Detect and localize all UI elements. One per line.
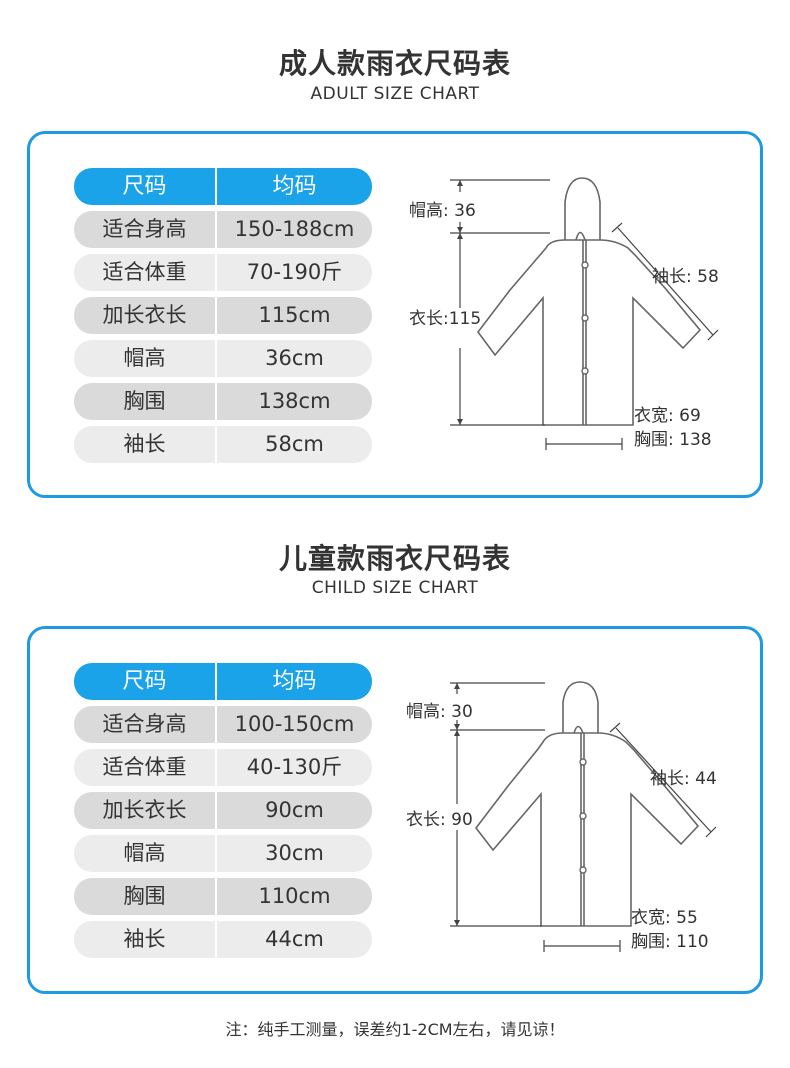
table-row: 加长衣长 90cm [74, 792, 372, 829]
chest-label: 胸围: 110 [631, 932, 709, 952]
table-header: 尺码 均码 [74, 663, 372, 700]
child-subtitle: CHILD SIZE CHART [311, 578, 479, 598]
coat-width-label: 衣宽: 55 [631, 908, 698, 928]
coat-body [474, 732, 700, 927]
row-value: 58cm [265, 432, 324, 456]
row-value: 150-188cm [234, 217, 355, 241]
measurement-note: 注：纯手工测量，误差约1-2CM左右，请见谅！ [225, 1020, 565, 1039]
table-row: 帽高 30cm [74, 835, 372, 872]
table-row: 胸围 110cm [74, 878, 372, 915]
header-size: 尺码 [122, 174, 167, 199]
header-value: 均码 [272, 669, 317, 694]
row-value: 30cm [265, 841, 324, 865]
table-row: 帽高 36cm [74, 340, 372, 377]
table-row: 适合体重 40-130斤 [74, 749, 372, 786]
row-label: 加长衣长 [102, 303, 187, 327]
row-label: 适合身高 [102, 217, 187, 241]
child-title: 儿童款雨衣尺码表 [278, 542, 511, 575]
sleeve-length-label: 袖长: 44 [650, 769, 717, 789]
coat-body [476, 239, 702, 426]
coat-length-label: 衣长:115 [409, 309, 482, 329]
row-label: 袖长 [123, 927, 166, 951]
table-row: 适合体重 70-190斤 [74, 254, 372, 291]
hood-height-label: 帽高: 36 [409, 201, 476, 221]
child-size-table: 尺码 均码 适合身高 100-150cm 适合体重 40-130斤 加长衣长 9… [74, 663, 372, 964]
hood-outline [562, 681, 599, 733]
row-label: 适合体重 [102, 260, 187, 284]
row-label: 加长衣长 [102, 798, 187, 822]
header-size: 尺码 [122, 669, 167, 694]
row-value: 100-150cm [234, 712, 355, 736]
hood-height-label: 帽高: 30 [406, 702, 473, 722]
sleeve-length-label: 袖长: 58 [652, 267, 719, 287]
row-value: 115cm [258, 303, 331, 327]
table-row: 适合身高 100-150cm [74, 706, 372, 743]
table-row: 袖长 58cm [74, 426, 372, 463]
adult-subtitle: ADULT SIZE CHART [310, 84, 480, 104]
row-value: 110cm [258, 884, 331, 908]
row-value: 40-130斤 [246, 755, 343, 779]
row-label: 胸围 [123, 389, 166, 413]
hood-outline [564, 177, 601, 240]
chest-label: 胸围: 138 [634, 430, 712, 450]
row-value: 44cm [265, 927, 324, 951]
coat-length-label: 衣长: 90 [406, 810, 473, 830]
coat-width-label: 衣宽: 69 [634, 406, 701, 426]
row-value: 70-190斤 [246, 260, 343, 284]
row-label: 帽高 [123, 346, 166, 370]
table-row: 适合身高 150-188cm [74, 211, 372, 248]
row-value: 90cm [265, 798, 324, 822]
row-value: 138cm [258, 389, 331, 413]
row-label: 帽高 [123, 841, 166, 865]
row-label: 胸围 [123, 884, 166, 908]
header-value: 均码 [272, 174, 317, 199]
row-label: 适合体重 [102, 755, 187, 779]
table-row: 加长衣长 115cm [74, 297, 372, 334]
adult-raincoat-diagram [450, 177, 719, 450]
row-label: 袖长 [123, 432, 166, 456]
adult-size-table: 尺码 均码 适合身高 150-188cm 适合体重 70-190斤 加长衣长 1… [74, 168, 372, 469]
row-label: 适合身高 [102, 712, 187, 736]
child-raincoat-diagram [450, 681, 717, 952]
row-value: 36cm [265, 346, 324, 370]
table-row: 袖长 44cm [74, 921, 372, 958]
adult-title: 成人款雨衣尺码表 [278, 47, 511, 80]
table-row: 胸围 138cm [74, 383, 372, 420]
table-header: 尺码 均码 [74, 168, 372, 205]
